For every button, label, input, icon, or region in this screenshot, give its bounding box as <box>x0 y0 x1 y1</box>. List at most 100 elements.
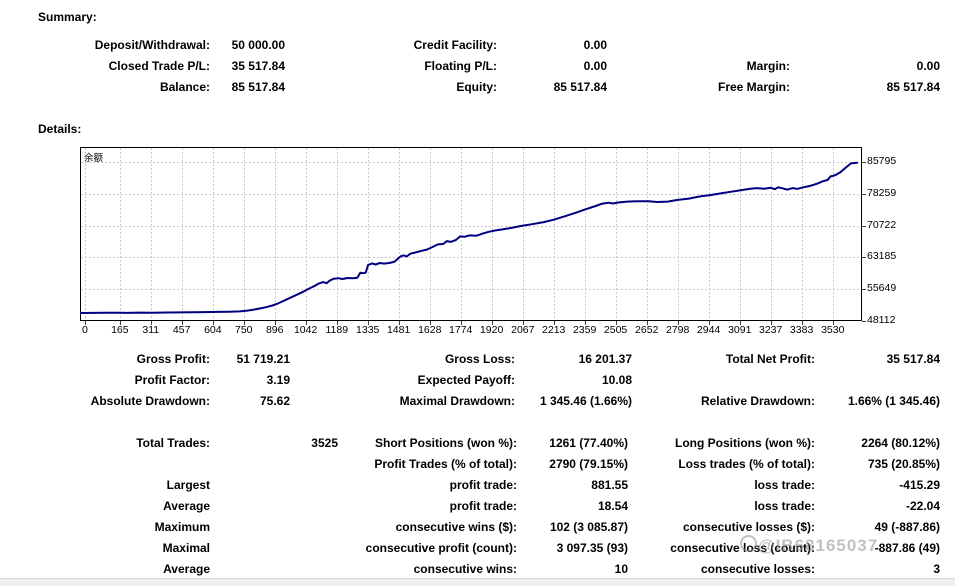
stat-label: Gross Profit: <box>136 352 210 366</box>
stat-label: Deposit/Withdrawal: <box>94 38 210 52</box>
x-axis-tick-label: 2505 <box>603 324 628 336</box>
stat-row: Profit Trades (% of total): 2790 (79.15%)… <box>0 454 955 475</box>
stat-value: -887.86 (49) <box>874 541 940 555</box>
watermark-circle-icon <box>740 535 757 552</box>
stat-label: loss trade: <box>754 499 815 513</box>
watermark-text: @IB68165037 <box>758 536 879 555</box>
y-axis-tick-label: 70722 <box>867 218 897 231</box>
stat-label: Average <box>163 499 210 513</box>
stat-row: Average profit trade: 18.54 loss trade: -22.… <box>0 496 955 517</box>
stat-value: 1 345.46 (1.66%) <box>539 394 632 408</box>
stat-label: Gross Loss: <box>444 352 515 366</box>
stat-value: 0.00 <box>583 59 607 73</box>
stat-row: Gross Profit: 51 719.21 Gross Loss: 16 201.… <box>0 349 955 370</box>
bottom-separator <box>0 578 955 586</box>
stat-label: Profit Trades (% of total): <box>374 457 517 471</box>
y-axis-tick-label: 63185 <box>867 250 897 263</box>
balance-curve-plot <box>79 147 866 325</box>
x-axis-tick-label: 311 <box>142 324 160 336</box>
x-axis-tick-label: 1920 <box>479 324 504 336</box>
x-axis-tick-label: 2359 <box>572 324 597 336</box>
stat-value: -415.29 <box>899 478 940 492</box>
stat-value: 2264 (80.12%) <box>861 436 940 450</box>
chart-series-label: 余额 <box>84 153 104 164</box>
stat-label: consecutive profit (count): <box>365 541 517 555</box>
stat-row: Maximal consecutive profit (count): 3 097.… <box>0 538 955 559</box>
y-axis-tick-label: 55649 <box>867 282 897 295</box>
stat-value: 16 201.37 <box>578 352 632 366</box>
stat-label: Free Margin: <box>717 80 790 94</box>
stat-value: 881.55 <box>591 478 628 492</box>
stat-value: 3525 <box>311 436 338 450</box>
stat-value: 75.62 <box>259 394 290 408</box>
stat-value: -22.04 <box>905 499 940 513</box>
stat-label: Total Net Profit: <box>725 352 815 366</box>
stat-value: 1.66% (1 345.46) <box>847 394 940 408</box>
y-axis-tick-label: 78259 <box>867 186 897 199</box>
x-axis-tick-label: 2652 <box>635 324 659 336</box>
x-axis-tick-label: 3091 <box>728 324 752 336</box>
stat-label: Relative Drawdown: <box>700 394 815 408</box>
x-axis-tick-label: 165 <box>111 324 129 336</box>
stat-label: Balance: <box>159 80 210 94</box>
x-axis-tick-label: 2798 <box>665 324 690 336</box>
stat-value: 3 <box>933 562 940 576</box>
x-axis-tick-label: 1481 <box>386 324 411 336</box>
stat-value: 10.08 <box>601 373 632 387</box>
x-axis-tick-label: 1042 <box>293 324 318 336</box>
stat-value: 0.00 <box>916 59 940 73</box>
x-axis-tick-label: 3383 <box>789 324 814 336</box>
stat-label: Expected Payoff: <box>417 373 515 387</box>
stat-value: 3.19 <box>266 373 290 387</box>
stat-value: 50 000.00 <box>231 38 285 52</box>
x-axis-tick-label: 2944 <box>696 324 721 336</box>
x-axis-tick-label: 3237 <box>758 324 783 336</box>
stat-value: 85 517.84 <box>231 80 285 94</box>
stat-row: Deposit/Withdrawal: 50 000.00 Credit Facil… <box>0 35 955 56</box>
summary-table: Deposit/Withdrawal: 50 000.00 Credit Facil… <box>0 35 955 98</box>
stat-label: Long Positions (won %): <box>675 436 815 450</box>
x-axis-tick-label: 1189 <box>325 324 349 336</box>
stat-label: Credit Facility: <box>413 38 497 52</box>
y-axis-tick-label: 48112 <box>867 314 896 326</box>
stat-value: 85 517.84 <box>553 80 607 94</box>
stat-label: Short Positions (won %): <box>375 436 517 450</box>
x-axis-tick-label: 1774 <box>449 324 473 336</box>
stat-label: Maximal <box>162 541 210 555</box>
summary-section-title: Summary: <box>38 10 97 24</box>
stat-value: 10 <box>614 562 628 576</box>
stat-value: 51 719.21 <box>236 352 290 366</box>
stat-value: 49 (-887.86) <box>874 520 940 534</box>
x-axis-tick-label: 604 <box>204 324 222 336</box>
x-axis-tick-label: 0 <box>81 324 88 336</box>
balance-chart <box>79 147 870 329</box>
stat-label: Profit Factor: <box>134 373 210 387</box>
stat-label: Equity: <box>456 80 497 94</box>
x-axis-tick-label: 2213 <box>542 324 566 336</box>
stat-label: Average <box>163 562 210 576</box>
stat-label: profit trade: <box>449 499 517 513</box>
stat-label: loss trade: <box>754 478 815 492</box>
stat-row: Average consecutive wins: 10 consecutive lo… <box>0 559 955 580</box>
stat-value: 1261 (77.40%) <box>549 436 628 450</box>
stat-label: Total Trades: <box>136 436 210 450</box>
stat-label: profit trade: <box>449 478 517 492</box>
stat-label: Margin: <box>746 59 790 73</box>
stat-label: Loss trades (% of total): <box>678 457 815 471</box>
y-axis-tick-label: 85795 <box>867 155 897 167</box>
stat-label: Closed Trade P/L: <box>108 59 210 73</box>
stat-label: Maximal Drawdown: <box>399 394 515 408</box>
x-axis-tick-label: 896 <box>265 324 284 336</box>
stat-label: Maximum <box>154 520 210 534</box>
x-axis-tick-label: 750 <box>235 324 253 336</box>
stat-value: 3 097.35 (93) <box>556 541 628 555</box>
stat-value: 35 517.84 <box>886 352 940 366</box>
stat-row: Closed Trade P/L: 35 517.84 Floating P/L: 0… <box>0 56 955 77</box>
x-axis-tick-label: 2067 <box>511 324 535 336</box>
x-axis-tick-label: 1628 <box>418 324 442 336</box>
stat-row: Largest profit trade: 881.55 loss trade: -41… <box>0 475 955 496</box>
stat-label: Largest <box>166 478 210 492</box>
stat-label: consecutive wins: <box>413 562 517 576</box>
stat-value: 18.54 <box>597 499 628 513</box>
